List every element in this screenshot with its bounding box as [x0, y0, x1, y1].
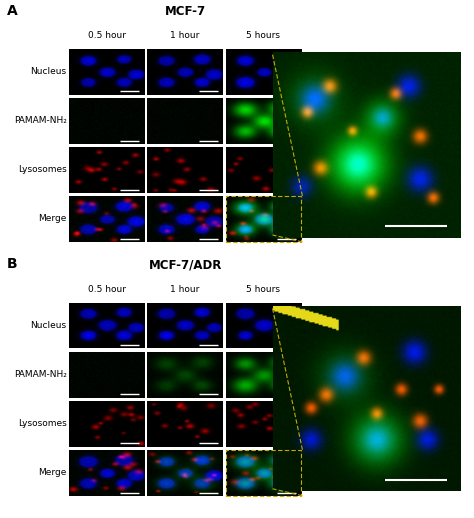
Text: 5 hours: 5 hours [246, 32, 280, 40]
Text: 1 hour: 1 hour [171, 32, 200, 40]
Text: MCF-7: MCF-7 [164, 5, 206, 18]
Text: Merge: Merge [38, 214, 66, 223]
Text: Nucleus: Nucleus [30, 321, 66, 330]
Text: Merge: Merge [38, 468, 66, 477]
Text: Lysosomes: Lysosomes [18, 419, 66, 428]
Text: 0.5 hour: 0.5 hour [88, 285, 126, 294]
Text: A: A [7, 4, 18, 18]
Text: Nucleus: Nucleus [30, 67, 66, 76]
Text: Lysosomes: Lysosomes [18, 165, 66, 175]
Text: 1 hour: 1 hour [171, 285, 200, 294]
Text: PAMAM-NH₂: PAMAM-NH₂ [14, 370, 66, 379]
Text: MCF-7/ADR: MCF-7/ADR [148, 259, 222, 272]
Text: 0.5 hour: 0.5 hour [88, 32, 126, 40]
Text: PAMAM-NH₂: PAMAM-NH₂ [14, 116, 66, 125]
Text: B: B [7, 257, 18, 271]
Text: 5 hours: 5 hours [246, 285, 280, 294]
